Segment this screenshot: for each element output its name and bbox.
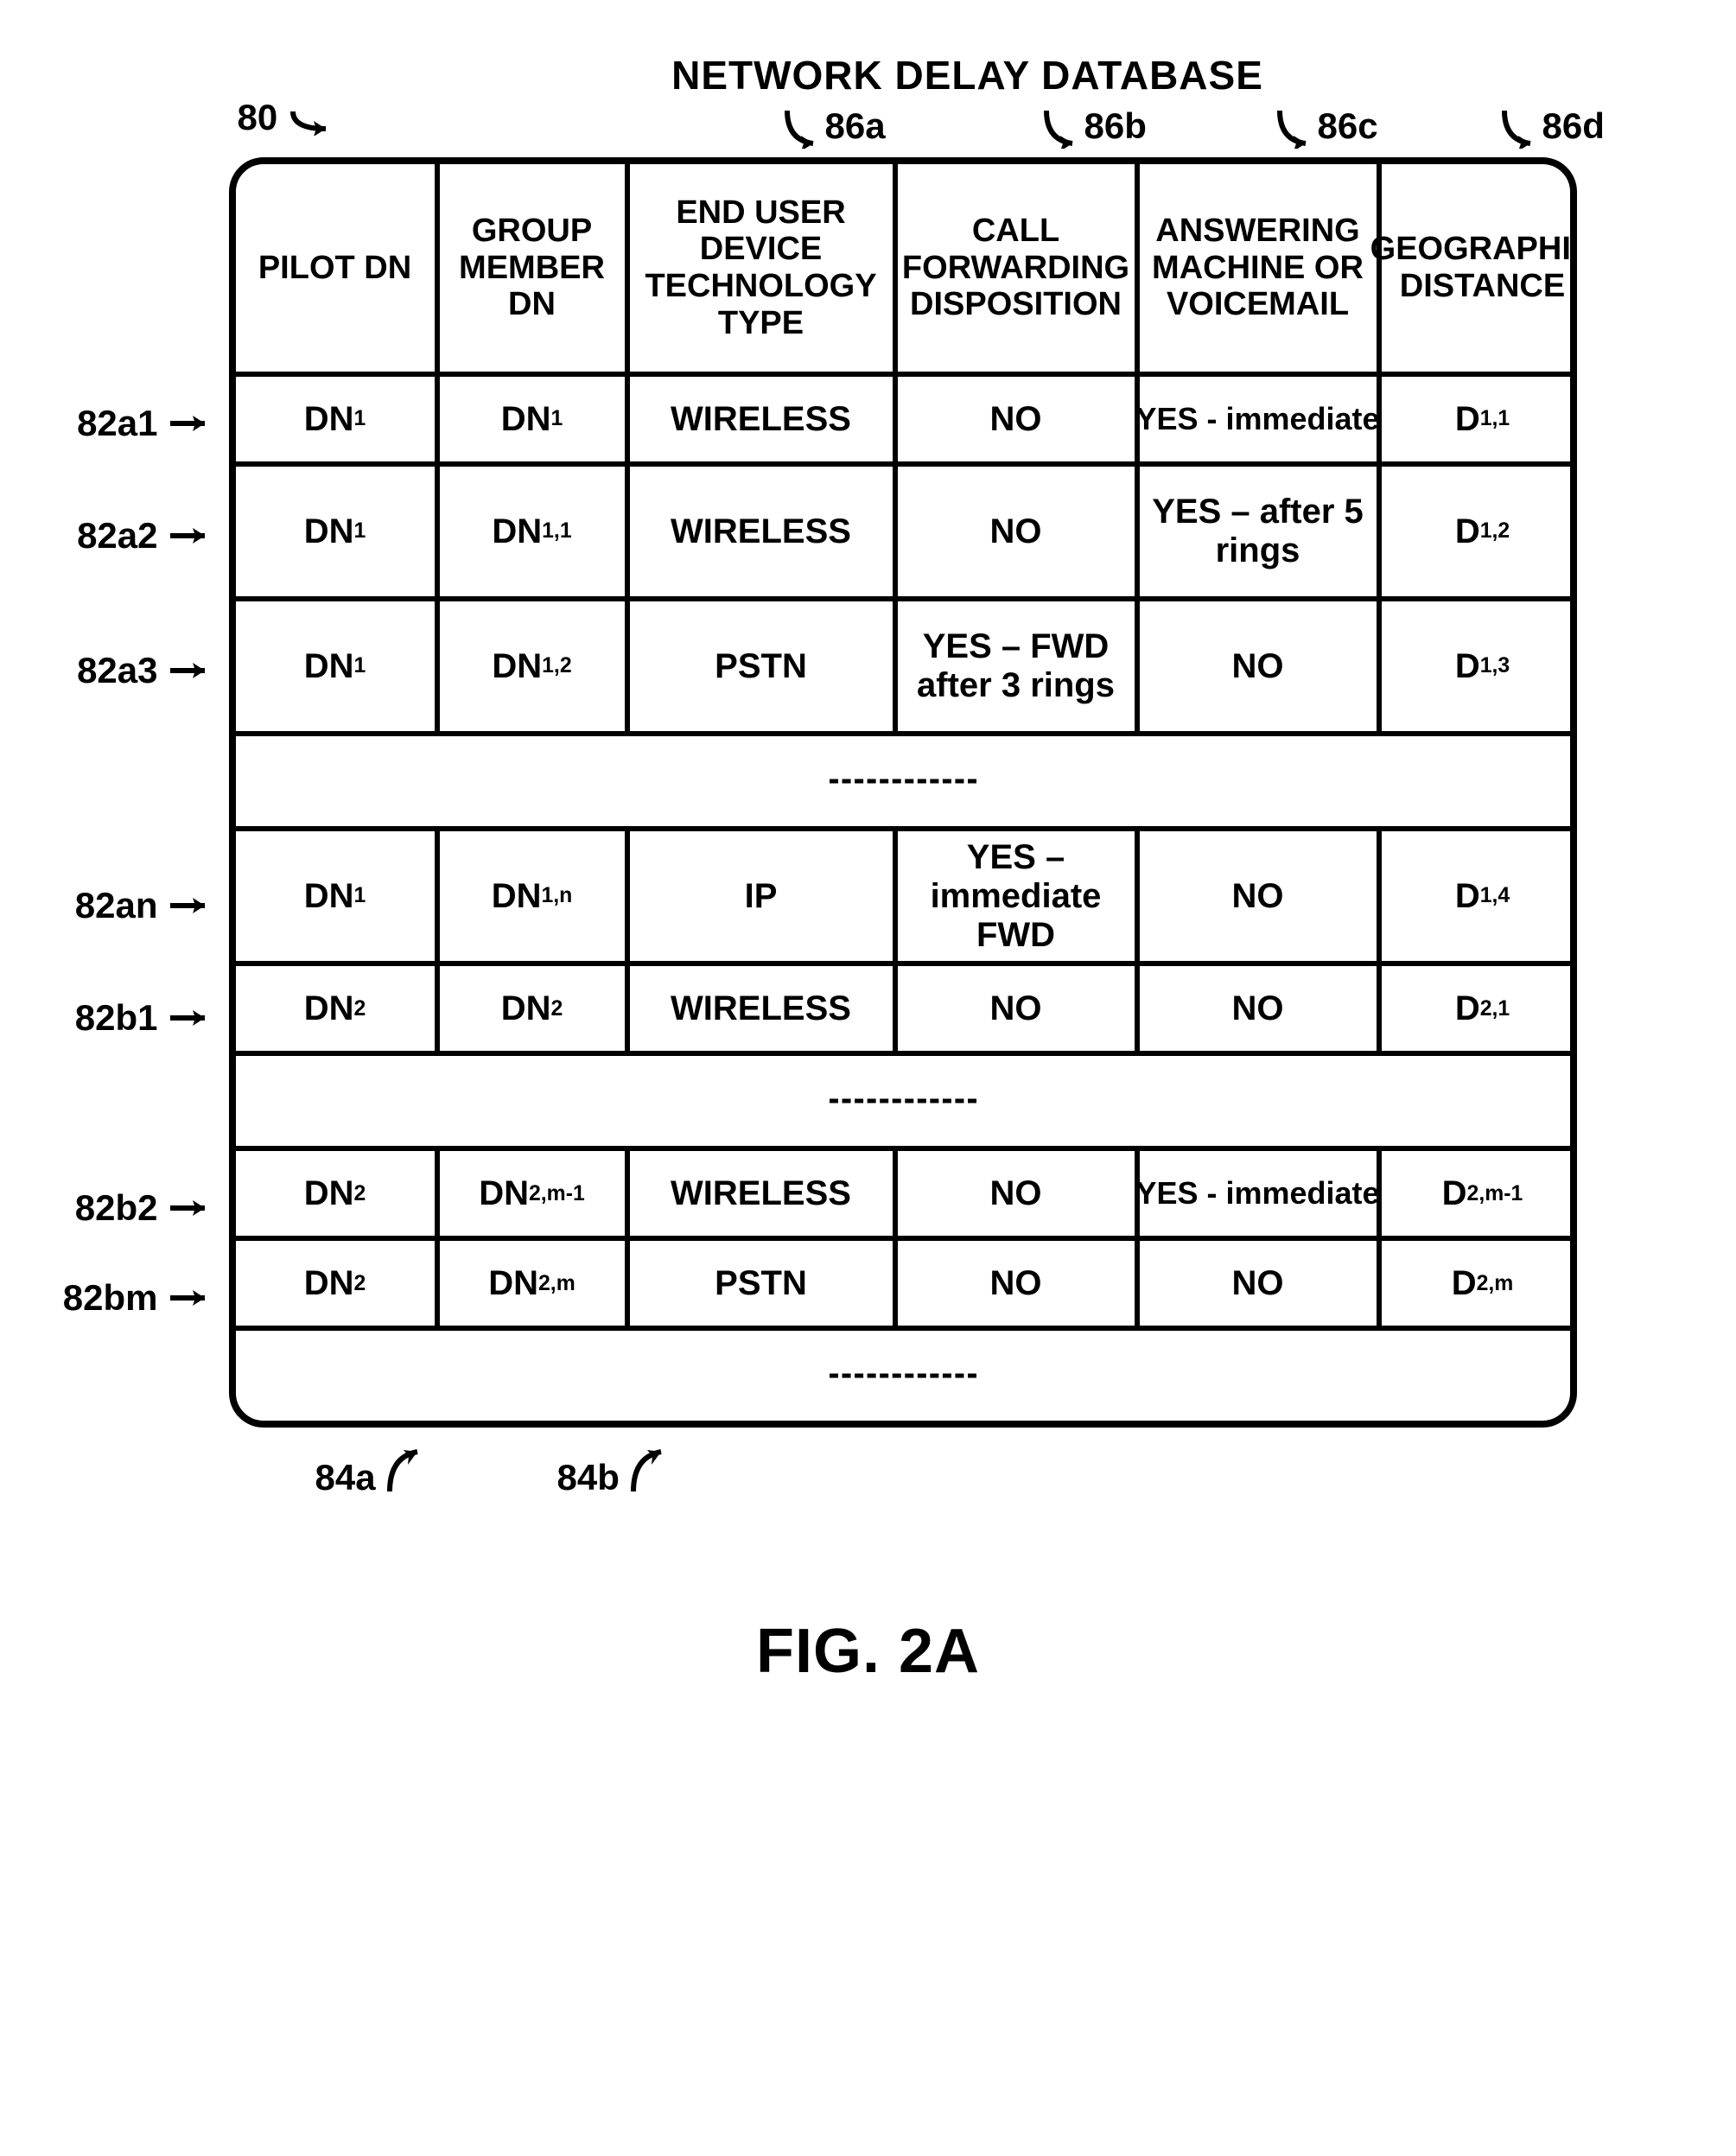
cell-tech: WIRELESS: [625, 377, 893, 461]
cell-vm: NO: [1135, 1241, 1377, 1326]
figure: 80 NETWORK DELAY DATABASE 86a 86b 86c 86…: [56, 52, 1681, 1687]
bottom-ref-label: 84a: [315, 1457, 376, 1498]
title-row: NETWORK DELAY DATABASE: [350, 52, 1586, 99]
ref-table: 80: [238, 97, 336, 138]
row-labels-column: 82a1 82a2 82a3 82an 82b1 82b2: [56, 157, 229, 1428]
cell-vm: NO: [1135, 966, 1377, 1051]
row-ref-82bm: 82bm: [56, 1253, 229, 1343]
col-ref-label: 86d: [1542, 105, 1605, 147]
col-ref-label: 86a: [825, 105, 886, 147]
th-vm: ANSWERING MACHINE OR VOICEMAIL: [1135, 164, 1377, 372]
cell-member: DN2,m: [435, 1241, 625, 1326]
cell-member: DN1,1: [435, 467, 625, 596]
cell-pilot: DN2: [236, 1151, 435, 1236]
cell-vm: YES - immediate: [1135, 1151, 1377, 1236]
cell-vm: NO: [1135, 601, 1377, 731]
cell-tech: WIRELESS: [625, 467, 893, 596]
cell-dist: D1,3: [1377, 601, 1577, 731]
col-ref-86d: 86d: [1499, 105, 1605, 149]
cell-fwd: NO: [893, 966, 1135, 1051]
cell-vm: NO: [1135, 831, 1377, 961]
cell-pilot: DN1: [236, 601, 435, 731]
cell-tech: WIRELESS: [625, 1151, 893, 1236]
table-title: NETWORK DELAY DATABASE: [350, 52, 1586, 99]
table-row: DN1 DN1,1 WIRELESS NO YES – after 5 ring…: [236, 461, 1570, 596]
network-delay-table: PILOT DN GROUP MEMBER DN END USER DEVICE…: [229, 157, 1577, 1428]
cell-tech: IP: [625, 831, 893, 961]
cell-member: DN2,m-1: [435, 1151, 625, 1236]
ellipsis-row: [236, 1051, 1570, 1146]
row-ref-82a2: 82a2: [56, 468, 229, 603]
cell-dist: D1,4: [1377, 831, 1577, 961]
bottom-ref-label: 84b: [557, 1457, 620, 1498]
table-header-row: PILOT DN GROUP MEMBER DN END USER DEVICE…: [236, 164, 1570, 372]
row-ref-82a3: 82a3: [56, 603, 229, 738]
col-ref-86b: 86b: [1041, 105, 1147, 149]
col-ref-label: 86b: [1084, 105, 1147, 147]
row-ref-82a1: 82a1: [56, 378, 229, 468]
ref-table-label: 80: [238, 97, 278, 137]
table-row: DN2 DN2 WIRELESS NO NO D2,1: [236, 961, 1570, 1051]
col-ref-label: 86c: [1318, 105, 1378, 147]
bottom-refs: 84a 84b: [350, 1443, 1586, 1564]
row-ref-82b2: 82b2: [56, 1163, 229, 1253]
th-fwd: CALL FORWARDING DISPOSITION: [893, 164, 1135, 372]
cell-vm: YES – after 5 rings: [1135, 467, 1377, 596]
cell-fwd: YES – immediate FWD: [893, 831, 1135, 961]
cell-member: DN1,2: [435, 601, 625, 731]
cell-tech: PSTN: [625, 1241, 893, 1326]
cell-pilot: DN1: [236, 467, 435, 596]
row-ref-82b1: 82b1: [56, 973, 229, 1063]
cell-dist: D2,m: [1377, 1241, 1577, 1326]
cell-fwd: NO: [893, 377, 1135, 461]
cell-tech: WIRELESS: [625, 966, 893, 1051]
main: 82a1 82a2 82a3 82an 82b1 82b2: [56, 157, 1681, 1428]
table-row: DN2 DN2,m PSTN NO NO D2,m: [236, 1236, 1570, 1326]
row-ref-label: 82a2: [77, 515, 157, 556]
row-ref-label: 82bm: [63, 1277, 158, 1319]
th-tech: END USER DEVICE TECHNOLOGY TYPE: [625, 164, 893, 372]
column-refs: 86a 86b 86c 86d: [350, 105, 1586, 157]
cell-dist: D1,2: [1377, 467, 1577, 596]
bottom-ref-84a: 84a: [315, 1443, 424, 1498]
cell-fwd: NO: [893, 467, 1135, 596]
cell-pilot: DN1: [236, 831, 435, 961]
th-pilot: PILOT DN: [236, 164, 435, 372]
table-row: DN1 DN1,2 PSTN YES – FWD after 3 rings N…: [236, 596, 1570, 731]
cell-pilot: DN2: [236, 1241, 435, 1326]
cell-fwd: NO: [893, 1151, 1135, 1236]
row-ref-label: 82a1: [77, 403, 157, 444]
row-ref-label: 82b1: [75, 997, 158, 1039]
cell-member: DN1: [435, 377, 625, 461]
cell-tech: PSTN: [625, 601, 893, 731]
cell-fwd: YES – FWD after 3 rings: [893, 601, 1135, 731]
cell-dist: D2,1: [1377, 966, 1577, 1051]
table-row: DN1 DN1 WIRELESS NO YES - immediate D1,1: [236, 372, 1570, 461]
cell-dist: D1,1: [1377, 377, 1577, 461]
th-dist: GEOGRAPHIC DISTANCE: [1377, 164, 1577, 372]
col-ref-86c: 86c: [1275, 105, 1378, 149]
row-ref-label: 82an: [75, 885, 158, 926]
cell-vm: YES - immediate: [1135, 377, 1377, 461]
col-ref-86a: 86a: [782, 105, 886, 149]
cell-dist: D2,m-1: [1377, 1151, 1577, 1236]
ellipsis-row: [236, 731, 1570, 826]
ellipsis-row: [236, 1326, 1570, 1421]
cell-fwd: NO: [893, 1241, 1135, 1326]
row-ref-label: 82b2: [75, 1187, 158, 1229]
cell-member: DN2: [435, 966, 625, 1051]
row-ref-label: 82a3: [77, 650, 157, 691]
table-row: DN1 DN1,n IP YES – immediate FWD NO D1,4: [236, 826, 1570, 961]
figure-caption: FIG. 2A: [56, 1616, 1681, 1687]
cell-pilot: DN2: [236, 966, 435, 1051]
leader-line: [288, 105, 336, 136]
row-ref-82an: 82an: [56, 838, 229, 973]
th-member: GROUP MEMBER DN: [435, 164, 625, 372]
bottom-ref-84b: 84b: [557, 1443, 668, 1498]
cell-pilot: DN1: [236, 377, 435, 461]
table-row: DN2 DN2,m-1 WIRELESS NO YES - immediate …: [236, 1146, 1570, 1236]
cell-member: DN1,n: [435, 831, 625, 961]
